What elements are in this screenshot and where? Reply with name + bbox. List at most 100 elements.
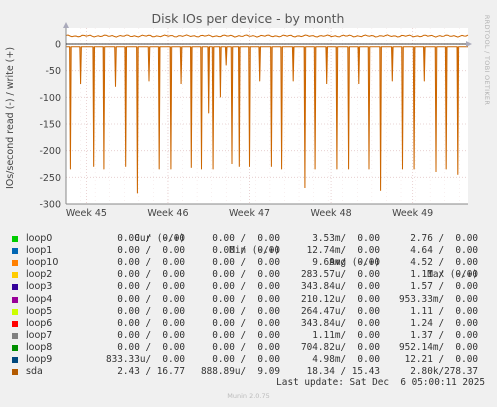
legend-cur: 0.00 / 0.00 bbox=[117, 245, 185, 257]
legend-name: loop3 bbox=[26, 281, 53, 293]
legend-min: 0.00 / 0.00 bbox=[212, 329, 280, 341]
legend-name: loop0 bbox=[26, 233, 53, 245]
legend-avg: 343.84u/ 0.00 bbox=[300, 281, 380, 293]
legend-avg: 343.84u/ 0.00 bbox=[300, 317, 380, 329]
legend-row-loop0: loop0 0.00 / 0.00 0.00 / 0.00 3.53m/ 0.00 2.… bbox=[12, 233, 482, 245]
y-tick-label: -200 bbox=[39, 146, 61, 157]
legend-max: 1.37 / 0.00 bbox=[410, 329, 478, 341]
legend-row-loop6: loop6 0.00 / 0.00 0.00 / 0.00 343.84u/ 0.00… bbox=[12, 318, 482, 330]
munin-version: Munin 2.0.75 bbox=[227, 392, 270, 400]
legend-row-sda: sda 2.43 / 16.77 888.89u/ 9.09 18.34 / 15.4… bbox=[12, 366, 482, 378]
legend-name: loop6 bbox=[26, 317, 53, 329]
legend-name: sda bbox=[26, 366, 43, 378]
legend-min: 0.00 / 0.00 bbox=[212, 245, 280, 257]
legend-cur: 0.00 / 0.00 bbox=[117, 305, 185, 317]
x-tick-label: Week 46 bbox=[147, 208, 188, 219]
legend-max: 952.14m/ 0.00 bbox=[398, 341, 478, 353]
legend-name: loop10 bbox=[26, 257, 59, 269]
legend-avg: 4.98m/ 0.00 bbox=[312, 354, 380, 366]
legend-swatch bbox=[12, 320, 18, 327]
legend-name: loop1 bbox=[26, 245, 53, 257]
legend-avg: 1.11m/ 0.00 bbox=[312, 329, 380, 341]
legend-header-min: Min (-/+) bbox=[229, 245, 280, 257]
legend-max: 4.52 / 0.00 bbox=[410, 257, 478, 269]
legend-header-max: Max (-/+) bbox=[427, 269, 478, 281]
legend-cur: 0.00 / 0.00 bbox=[117, 293, 185, 305]
legend-max: 953.33m/ 0.00 bbox=[398, 293, 478, 305]
legend-cur: 0.00 / 0.00 bbox=[117, 317, 185, 329]
legend-swatch bbox=[12, 344, 18, 351]
y-tick-label: -50 bbox=[45, 66, 61, 77]
legend-max: 1.11 / 0.00 bbox=[410, 269, 478, 281]
legend-min: 0.00 / 0.00 bbox=[212, 317, 280, 329]
legend-avg: 9.69m/ 0.00 bbox=[312, 257, 380, 269]
legend-avg: 210.12u/ 0.00 bbox=[300, 293, 380, 305]
y-tick-label: -100 bbox=[39, 93, 61, 104]
series-sda bbox=[65, 34, 469, 194]
y-tick-label: -250 bbox=[39, 173, 61, 184]
legend-avg: 12.74m/ 0.00 bbox=[306, 245, 380, 257]
legend-row-loop1: loop1 0.00 / 0.00 0.00 / 0.00 12.74m/ 0.00 4… bbox=[12, 245, 482, 257]
legend-swatch bbox=[12, 308, 18, 315]
legend-swatch bbox=[12, 272, 18, 279]
legend-max: 12.21 / 0.00 bbox=[404, 354, 478, 366]
legend-swatch bbox=[12, 248, 18, 255]
legend-avg: 18.34 / 15.43 bbox=[306, 366, 380, 378]
x-tick-label: Week 47 bbox=[229, 208, 270, 219]
legend-max: 1.11 / 0.00 bbox=[410, 305, 478, 317]
legend-name: loop8 bbox=[26, 341, 53, 353]
legend-min: 888.89u/ 9.09 bbox=[200, 366, 280, 378]
legend-max: 2.76 / 0.00 bbox=[410, 233, 478, 245]
y-tick-label: 0 bbox=[55, 40, 61, 51]
legend-row-loop9: loop9 833.33u/ 0.00 0.00 / 0.00 4.98m/ 0.00… bbox=[12, 354, 482, 366]
legend-swatch bbox=[12, 296, 18, 303]
legend-swatch bbox=[12, 260, 18, 267]
legend-max: 1.57 / 0.00 bbox=[410, 281, 478, 293]
legend-cur: 2.43 / 16.77 bbox=[117, 366, 185, 378]
legend-min: 0.00 / 0.00 bbox=[212, 233, 280, 245]
x-tick-label: Week 48 bbox=[311, 208, 352, 219]
x-ticks: Week 45 Week 46 Week 47 Week 48 Week 49 bbox=[66, 208, 433, 219]
legend-swatch bbox=[12, 284, 18, 291]
legend-max: 2.80k/278.37 bbox=[410, 366, 478, 378]
legend-avg: 3.53m/ 0.00 bbox=[312, 233, 380, 245]
legend: Cur (-/+) Min (-/+) Avg (-/+) Max (-/+) … bbox=[12, 221, 482, 378]
legend-cur: 0.00 / 0.00 bbox=[117, 269, 185, 281]
legend-header: Cur (-/+) Min (-/+) Avg (-/+) Max (-/+) bbox=[12, 221, 482, 280]
legend-name: loop2 bbox=[26, 269, 53, 281]
legend-swatch bbox=[12, 332, 18, 339]
side-credit-label: RRDTOOL / TOBI OETIKER bbox=[483, 15, 491, 105]
legend-cur: 833.33u/ 0.00 bbox=[105, 354, 185, 366]
last-update: Last update: Sat Dec 6 05:00:11 2025 bbox=[276, 377, 485, 388]
legend-row-loop7: loop7 0.00 / 0.00 0.00 / 0.00 1.11m/ 0.00 1.… bbox=[12, 330, 482, 342]
write-line bbox=[65, 34, 469, 38]
legend-cur: 0.00 / 0.00 bbox=[117, 257, 185, 269]
legend-avg: 283.57u/ 0.00 bbox=[300, 269, 380, 281]
legend-min: 0.00 / 0.00 bbox=[212, 354, 280, 366]
legend-min: 0.00 / 0.00 bbox=[212, 293, 280, 305]
chart-title: Disk IOs per device - by month bbox=[152, 11, 345, 26]
legend-row-loop8: loop8 0.00 / 0.00 0.00 / 0.00 704.82u/ 0.00… bbox=[12, 342, 482, 354]
y-axis-arrow-icon bbox=[63, 22, 69, 28]
legend-cur: 0.00 / 0.00 bbox=[117, 233, 185, 245]
legend-min: 0.00 / 0.00 bbox=[212, 281, 280, 293]
legend-max: 4.64 / 0.00 bbox=[410, 245, 478, 257]
x-tick-label: Week 45 bbox=[66, 208, 107, 219]
legend-max: 1.24 / 0.00 bbox=[410, 317, 478, 329]
legend-avg: 704.82u/ 0.00 bbox=[300, 341, 380, 353]
legend-cur: 0.00 / 0.00 bbox=[117, 281, 185, 293]
y-ticks: 0 -50 -100 -150 -200 -250 -300 bbox=[39, 40, 61, 211]
legend-min: 0.00 / 0.00 bbox=[212, 341, 280, 353]
legend-avg: 264.47u/ 0.00 bbox=[300, 305, 380, 317]
legend-row-loop10: loop10 0.00 / 0.00 0.00 / 0.00 9.69m/ 0.00 4… bbox=[12, 257, 482, 269]
legend-swatch bbox=[12, 357, 18, 364]
legend-min: 0.00 / 0.00 bbox=[212, 269, 280, 281]
legend-row-loop2: loop2 0.00 / 0.00 0.00 / 0.00 283.57u/ 0.00… bbox=[12, 269, 482, 281]
y-axis-label: IOs/second read (-) / write (+) bbox=[5, 47, 16, 189]
y-tick-label: -150 bbox=[39, 120, 61, 131]
x-tick-label: Week 49 bbox=[392, 208, 433, 219]
legend-cur: 0.00 / 0.00 bbox=[117, 341, 185, 353]
x-axis-arrow-icon bbox=[466, 41, 472, 47]
legend-name: loop7 bbox=[26, 329, 53, 341]
legend-swatch bbox=[12, 236, 18, 243]
